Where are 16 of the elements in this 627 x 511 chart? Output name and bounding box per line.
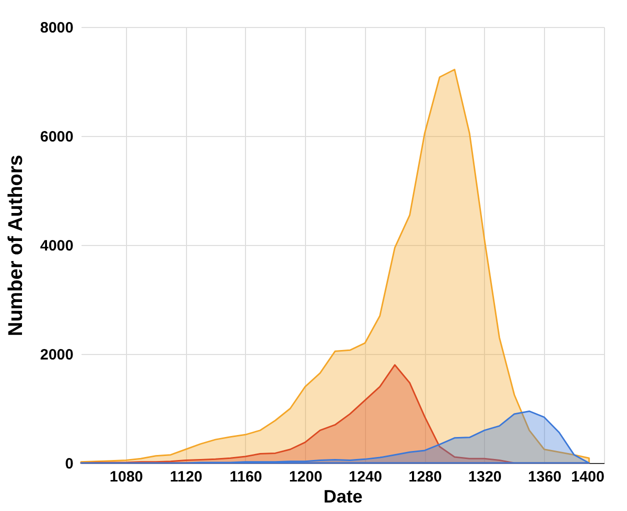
x-tick-label: 1400 bbox=[571, 468, 604, 486]
y-tick-label: 2000 bbox=[40, 346, 74, 364]
x-tick-label: 1280 bbox=[408, 468, 442, 486]
y-tick-label: 4000 bbox=[40, 238, 74, 254]
x-tick-label: 1240 bbox=[348, 468, 382, 486]
y-tick-label: 6000 bbox=[40, 128, 74, 146]
x-tick-label: 1080 bbox=[110, 468, 144, 486]
x-tick-label: 1160 bbox=[230, 468, 262, 486]
x-tick-label: 1120 bbox=[170, 468, 202, 486]
y-axis-title: Number of Authors bbox=[5, 154, 28, 336]
x-tick-label: 1200 bbox=[288, 468, 322, 486]
y-tick-label: 8000 bbox=[40, 20, 74, 36]
x-tick-label: 1320 bbox=[468, 468, 502, 486]
y-tick-label: 0 bbox=[65, 456, 74, 472]
x-tick-label: 1360 bbox=[528, 468, 562, 486]
x-axis-title: Date bbox=[323, 486, 363, 506]
